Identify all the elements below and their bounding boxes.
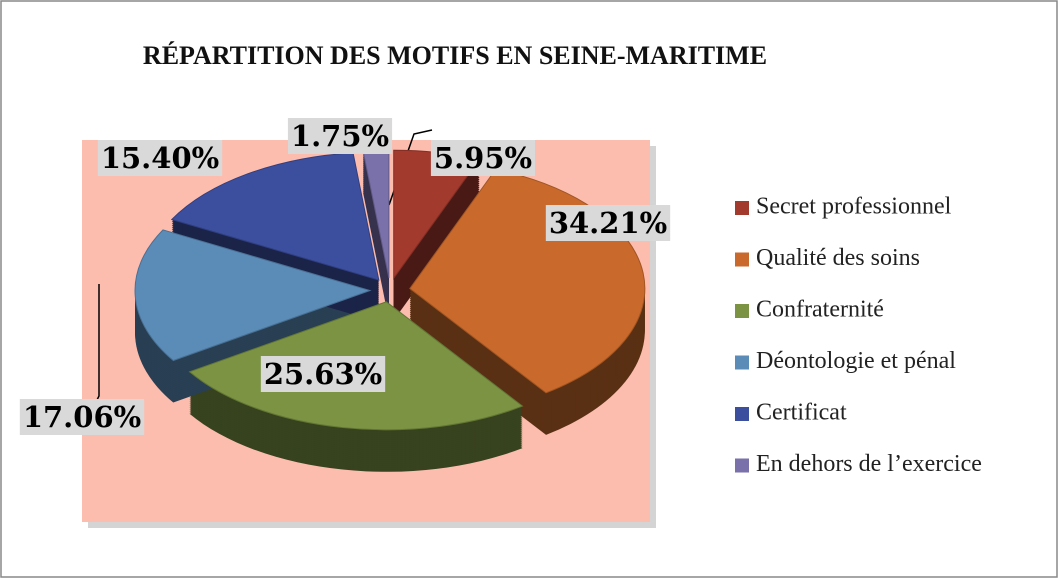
legend-swatch <box>735 355 749 370</box>
legend: Secret professionnel Qualité des soins Con… <box>735 194 982 477</box>
legend-label: Certificat <box>756 400 847 426</box>
legend-swatch <box>735 304 749 318</box>
legend-label: Qualité des soins <box>756 245 920 271</box>
legend-label: Confraternité <box>756 297 884 323</box>
legend-label: Déontologie et pénal <box>756 348 956 374</box>
legend-swatch <box>735 201 749 215</box>
data-label: 25.63% <box>264 357 382 391</box>
data-label-bg <box>430 140 536 176</box>
data-label-bg <box>97 140 223 176</box>
data-label-bg <box>287 118 393 154</box>
data-label-bg <box>545 205 671 241</box>
legend-swatch <box>735 458 749 473</box>
slice <box>134 229 372 362</box>
legend-swatch <box>735 252 749 267</box>
chart-title: RÉPARTITION DES MOTIFS EN SEINE-MARITIME <box>143 41 767 70</box>
legend-swatch <box>735 407 749 421</box>
data-label-bg <box>19 399 145 435</box>
data-label: 5.95% <box>434 141 532 175</box>
slice <box>170 152 380 281</box>
data-label: 17.06% <box>23 400 141 434</box>
data-label: 15.40% <box>101 141 219 175</box>
legend-label: Secret professionnel <box>756 194 952 220</box>
data-label: 34.21% <box>549 206 667 240</box>
data-label-bg <box>260 356 386 392</box>
legend-label: En dehors de l’exercice <box>756 451 982 477</box>
data-label: 1.75% <box>291 119 389 153</box>
data-labels: 5.95% 34.21% 25.63% 17.06% 15.40% 1.75% <box>19 118 671 435</box>
